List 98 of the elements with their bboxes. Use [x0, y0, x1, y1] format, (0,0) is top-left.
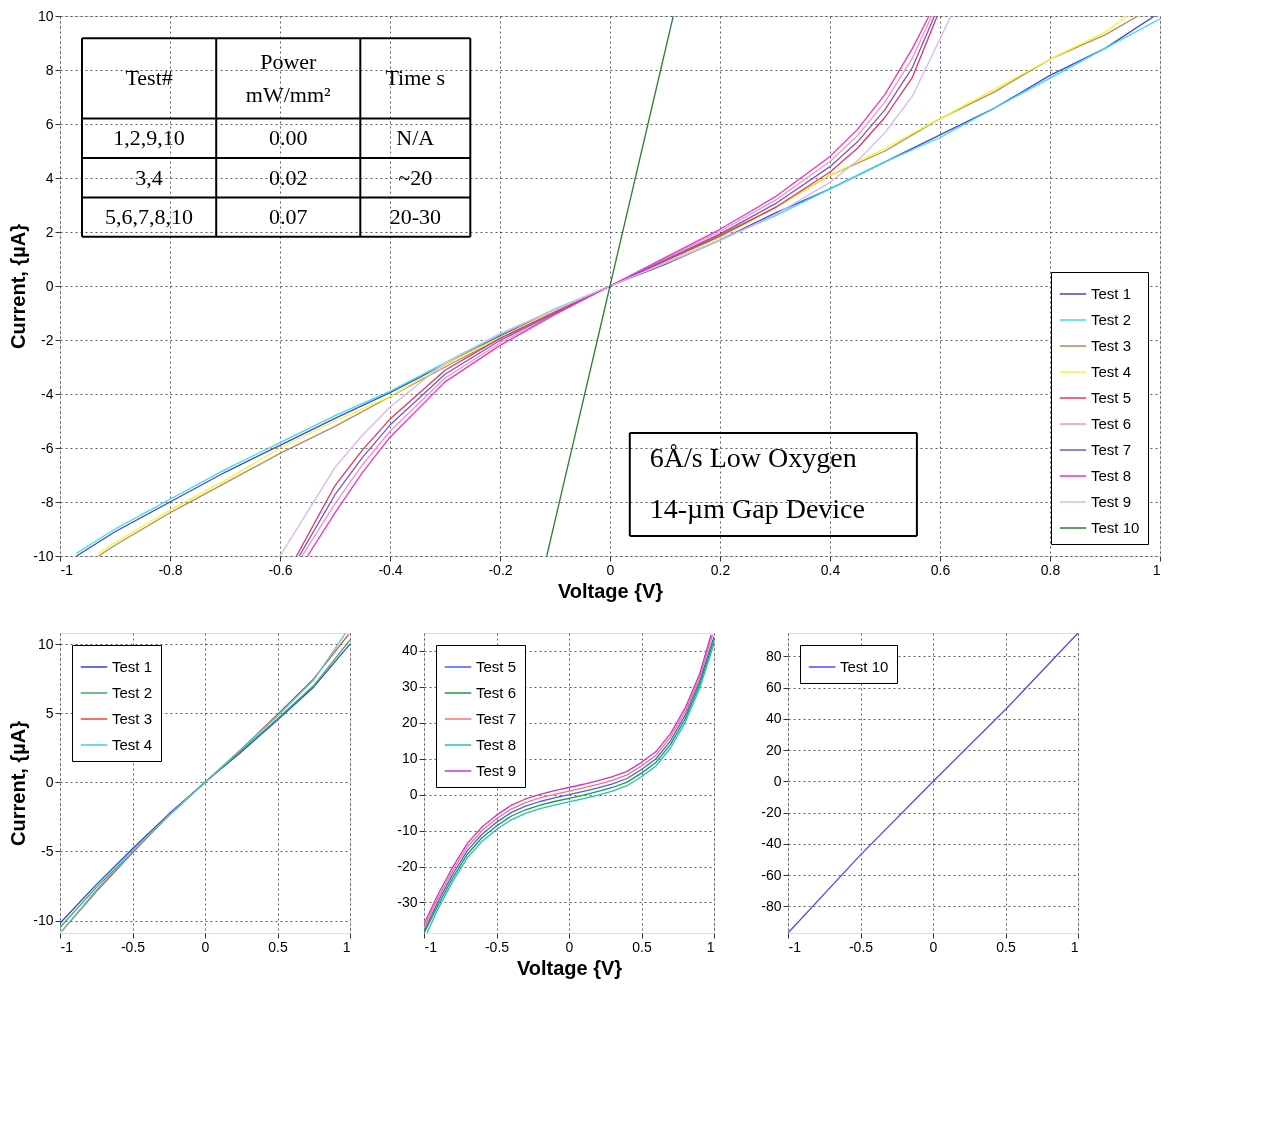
x-tick-label: -1	[788, 938, 802, 955]
x-tick-label: -0.6	[268, 561, 293, 578]
legend-label: Test 3	[112, 710, 153, 727]
x-tick-label: 1	[342, 938, 351, 955]
y-tick-label: 5	[45, 704, 54, 721]
x-tick-label: -0.5	[484, 938, 510, 955]
y-tick-label: 0	[409, 786, 418, 803]
annotation: N/A	[396, 125, 435, 151]
y-tick-label: -40	[761, 835, 782, 852]
annotation: 20-30	[389, 204, 441, 230]
annotation: Power mW/mm²	[245, 48, 332, 107]
legend-label: Test 2	[112, 684, 153, 701]
x-tick-label: -0.4	[378, 561, 403, 578]
annotation: 0.07	[269, 204, 308, 230]
annotation: Time s	[385, 65, 446, 91]
y-tick-label: -2	[41, 331, 54, 348]
x-tick-label: 0	[606, 561, 615, 578]
x-tick-label: -1	[60, 938, 74, 955]
annotation: 1,2,9,10	[113, 125, 185, 151]
y-tick-label: 10	[401, 750, 418, 767]
y-axis-title: Current, {µA}	[7, 223, 30, 349]
annotation: Test#	[125, 65, 173, 91]
legend-label: Test 5	[1091, 389, 1132, 406]
x-tick-label: 0.8	[1040, 561, 1061, 578]
legend-label: Test 8	[1091, 467, 1132, 484]
legend-label: Test 8	[476, 736, 517, 753]
line-series	[788, 633, 1078, 933]
x-tick-label: 1	[706, 938, 715, 955]
annotation: 0.02	[269, 164, 308, 190]
x-tick-label: 0.6	[930, 561, 951, 578]
y-tick-label: -20	[761, 804, 782, 821]
x-tick-label: 1	[1070, 938, 1079, 955]
annotation: 14-µm Gap Device	[649, 493, 865, 525]
legend-label: Test 5	[476, 658, 517, 675]
y-tick-label: 4	[45, 169, 54, 186]
x-tick-label: 0.5	[632, 938, 652, 955]
legend-label: Test 10	[840, 658, 889, 675]
x-tick-label: -1	[424, 938, 438, 955]
y-tick-label: 20	[401, 714, 418, 731]
y-tick-label: -10	[33, 912, 54, 929]
x-axis-title: Voltage {V}	[516, 956, 623, 979]
legend-label: Test 4	[1091, 363, 1132, 380]
y-tick-label: 30	[401, 678, 418, 695]
x-tick-label: 0	[201, 938, 210, 955]
x-tick-label: 0.5	[996, 938, 1016, 955]
legend-label: Test 9	[476, 762, 517, 779]
annotation: 0.00	[269, 125, 308, 151]
legend-label: Test 3	[1091, 337, 1132, 354]
y-tick-label: 8	[45, 61, 54, 78]
y-tick-label: 0	[45, 773, 54, 790]
legend-label: Test 9	[1091, 493, 1132, 510]
x-tick-label: -0.8	[158, 561, 183, 578]
y-tick-label: -60	[761, 866, 782, 883]
y-tick-label: -80	[761, 897, 782, 914]
y-tick-label: 10	[37, 7, 54, 24]
legend-label: Test 10	[1091, 519, 1140, 536]
x-tick-label: 0.2	[710, 561, 731, 578]
y-tick-label: 2	[45, 223, 54, 240]
y-tick-label: 40	[765, 710, 782, 727]
legend-label: Test 6	[1091, 415, 1132, 432]
x-tick-label: 0	[565, 938, 574, 955]
x-tick-label: 0.5	[268, 938, 288, 955]
annotation: ~20	[398, 164, 433, 190]
y-tick-label: 0	[45, 277, 54, 294]
x-tick-label: 1	[1152, 561, 1161, 578]
legend-label: Test 6	[476, 684, 517, 701]
y-tick-label: 10	[37, 635, 54, 652]
legend-label: Test 1	[112, 658, 153, 675]
legend-label: Test 7	[476, 710, 517, 727]
y-axis-title: Current, {µA}	[7, 720, 30, 846]
x-axis-title: Voltage {V}	[557, 579, 664, 602]
y-tick-label: 80	[765, 647, 782, 664]
x-tick-label: -0.2	[488, 561, 513, 578]
y-tick-label: -6	[41, 439, 54, 456]
y-tick-label: 0	[773, 772, 782, 789]
y-tick-label: 6	[45, 115, 54, 132]
x-tick-label: -0.5	[848, 938, 874, 955]
y-tick-label: 60	[765, 679, 782, 696]
annotation: 5,6,7,8,10	[105, 204, 194, 230]
legend-label: Test 4	[112, 736, 153, 753]
y-tick-label: -20	[397, 858, 418, 875]
y-tick-label: -8	[41, 493, 54, 510]
legend-label: Test 2	[1091, 311, 1132, 328]
y-tick-label: 40	[401, 642, 418, 659]
y-tick-label: -30	[397, 893, 418, 910]
x-tick-label: 0.4	[820, 561, 841, 578]
y-tick-label: -10	[397, 822, 418, 839]
legend-label: Test 1	[1091, 285, 1132, 302]
y-tick-label: 20	[765, 741, 782, 758]
x-tick-label: -0.5	[120, 938, 146, 955]
y-tick-label: -10	[33, 547, 54, 564]
x-tick-label: 0	[929, 938, 938, 955]
annotation: 6Å/s Low Oxygen	[649, 441, 857, 473]
y-tick-label: -5	[41, 842, 54, 859]
legend-label: Test 7	[1091, 441, 1132, 458]
x-tick-label: -1	[60, 561, 74, 578]
annotation: 3,4	[135, 164, 163, 190]
y-tick-label: -4	[41, 385, 54, 402]
